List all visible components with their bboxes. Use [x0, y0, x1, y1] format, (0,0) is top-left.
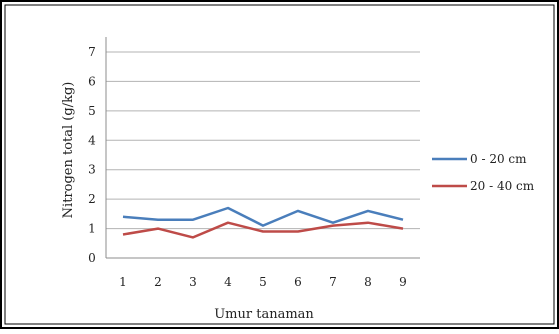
y-tick-label: 5 — [88, 104, 96, 118]
x-tick-label: 6 — [294, 275, 302, 289]
series-lines — [122, 206, 404, 239]
y-tick-labels: 0 1 2 3 4 5 6 7 — [88, 45, 96, 265]
y-tick-label: 6 — [88, 74, 96, 88]
y-tick-label: 1 — [88, 222, 96, 236]
series-line-1 — [122, 206, 404, 227]
legend-label-2: 20 - 40 cm — [470, 179, 535, 193]
x-tick-label: 9 — [399, 275, 407, 289]
gridlines — [106, 51, 420, 259]
y-axis-title: Nitrogen total (g/kg) — [61, 82, 76, 219]
y-tick-label: 2 — [88, 192, 96, 206]
y-tick-label: 4 — [88, 133, 96, 147]
legend-label-1: 0 - 20 cm — [470, 152, 527, 166]
y-tick-label: 7 — [88, 45, 96, 59]
y-tick-label: 0 — [88, 251, 96, 265]
y-tick-label: 3 — [88, 163, 96, 177]
x-axis-title: Umur tanaman — [214, 307, 314, 322]
legend: 0 - 20 cm 20 - 40 cm — [432, 152, 535, 193]
x-tick-labels: 1 2 3 4 5 6 7 8 9 — [119, 275, 407, 289]
series-line-2 — [122, 221, 404, 239]
x-tick-label: 3 — [189, 275, 197, 289]
x-tick-label: 4 — [224, 275, 232, 289]
x-tick-label: 8 — [364, 275, 372, 289]
x-tick-label: 5 — [259, 275, 267, 289]
x-tick-label: 7 — [329, 275, 337, 289]
x-tick-label: 2 — [154, 275, 162, 289]
x-tick-label: 1 — [119, 275, 127, 289]
inner-border — [4, 4, 555, 325]
